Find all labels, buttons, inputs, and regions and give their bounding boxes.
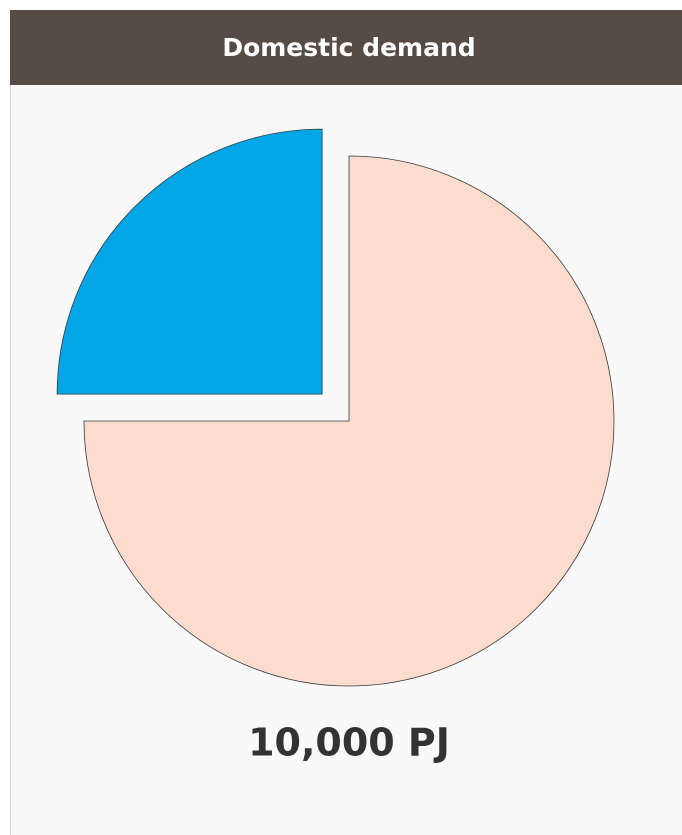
total-annotation: 10,000 PJ — [248, 721, 450, 765]
header — [10, 10, 682, 85]
chart-title: Domestic demand — [222, 33, 475, 62]
pie-slice — [83, 155, 615, 687]
pie-slice — [56, 128, 323, 395]
